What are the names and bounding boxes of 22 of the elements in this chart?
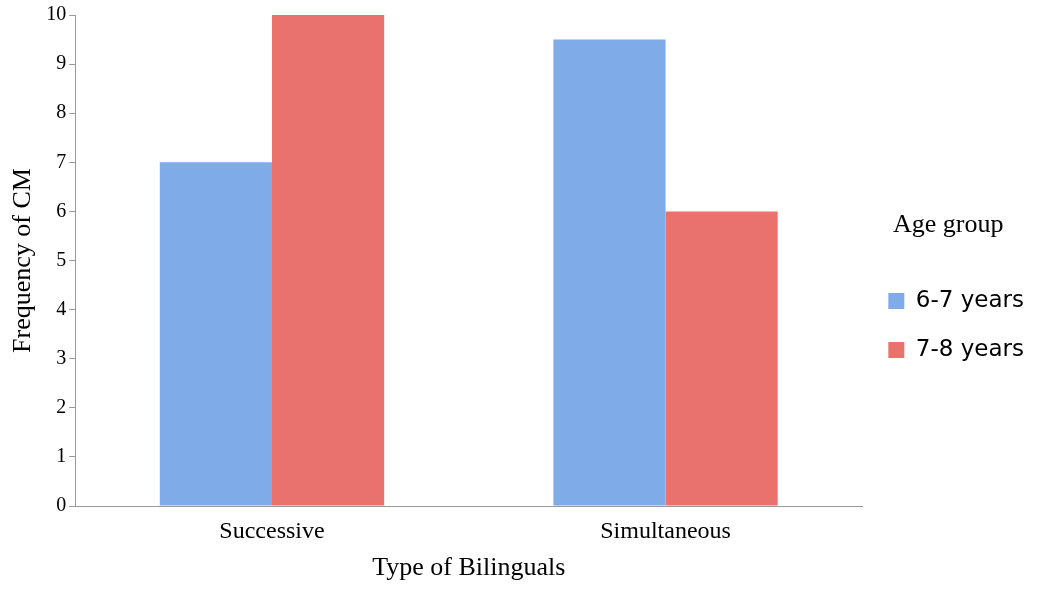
y-axis-title: Frequency of CM xyxy=(7,168,37,353)
legend-label: 7-8 years xyxy=(915,335,1024,362)
bar xyxy=(553,39,666,506)
bar xyxy=(271,15,385,506)
y-tick-label: 4 xyxy=(56,296,67,319)
bar xyxy=(665,211,778,506)
x-axis-title: Type of Bilinguals xyxy=(372,552,566,582)
y-tick-label: 6 xyxy=(56,198,67,221)
y-tick-label: 8 xyxy=(56,100,67,123)
bar xyxy=(159,162,272,506)
y-tick-label: 5 xyxy=(56,247,67,270)
y-tick-label: 0 xyxy=(56,493,67,516)
x-tick-label: Successive xyxy=(219,516,325,543)
legend-title: Age group xyxy=(892,209,1004,239)
y-tick-label: 10 xyxy=(46,2,67,25)
y-tick-label: 2 xyxy=(56,395,67,418)
x-tick-label: Simultaneous xyxy=(600,516,731,543)
y-tick-label: 3 xyxy=(56,345,67,368)
legend-label: 6-7 years xyxy=(915,286,1024,313)
y-tick-label: 7 xyxy=(56,149,67,172)
y-tick-label: 1 xyxy=(56,444,67,467)
y-tick-label: 9 xyxy=(56,51,67,74)
